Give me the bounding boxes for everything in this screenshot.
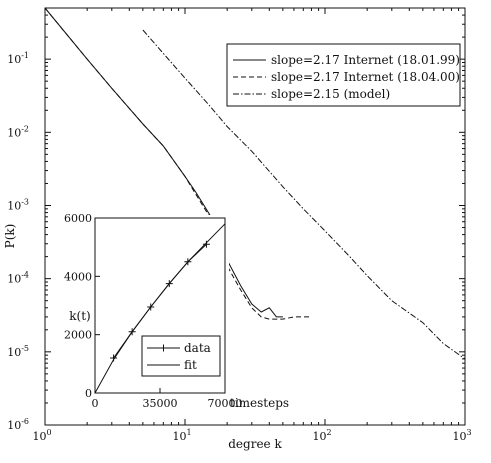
main-x-tick-exponent-2: 2 <box>326 428 331 437</box>
inset-x-tick-label-2: 70000 <box>208 397 243 410</box>
main-y-axis-label: P(k) <box>3 224 17 249</box>
inset-x-axis-label: timesteps <box>230 396 289 410</box>
main-x-tick-label-1: 101 <box>172 428 191 443</box>
inset-series-line-1 <box>94 223 226 394</box>
main-x-axis-label: degree k <box>228 437 282 451</box>
main-x-tick-exponent-0: 0 <box>46 428 51 437</box>
main-y-tick-exponent-5: -1 <box>21 51 29 60</box>
main-x-tick-label-0: 100 <box>32 428 51 443</box>
inset-y-tick-label-1: 2000 <box>64 329 92 342</box>
inset-legend-box <box>141 335 221 377</box>
main-y-tick-label-2: 10-4 <box>7 271 29 286</box>
legend-label-internet-1999: slope=2.17 Internet (18.01.99) <box>271 53 460 67</box>
main-y-tick-exponent-0: -6 <box>21 417 29 426</box>
legend: slope=2.17 Internet (18.01.99) slope=2.1… <box>226 43 461 107</box>
main-y-tick-label-1: 10-5 <box>7 344 29 359</box>
legend-label-model: slope=2.15 (model) <box>271 87 390 101</box>
inset-legend-marker-data <box>160 344 167 352</box>
main-y-tick-label-4: 10-2 <box>7 124 29 139</box>
inset-x-tick-label-1: 35000 <box>143 397 178 410</box>
inset-series-group <box>94 223 226 394</box>
main-y-tick-label-0: 10-6 <box>7 417 29 432</box>
main-y-tick-exponent-1: -5 <box>21 344 29 353</box>
inset-y-axis-label: k(t) <box>69 309 90 323</box>
inset-legend-label-fit: fit <box>184 358 197 372</box>
main-x-tick-label-3: 103 <box>452 428 471 443</box>
main-x-tick-label-2: 102 <box>312 428 331 443</box>
inset-y-tick-label-2: 4000 <box>64 270 92 283</box>
inset-y-tick-label-0: 0 <box>85 387 92 400</box>
main-y-tick-exponent-4: -2 <box>21 124 29 133</box>
inset-ticks-group: 0 35000 70000 0 2000 4000 6000 <box>64 212 243 410</box>
inset-data-point <box>202 240 210 248</box>
legend-box <box>226 43 461 107</box>
legend-label-internet-2000: slope=2.17 Internet (18.04.00) <box>271 70 460 84</box>
main-y-tick-exponent-3: -3 <box>21 197 29 206</box>
inset-legend: data fit <box>141 335 221 377</box>
main-x-tick-exponent-1: 1 <box>186 428 191 437</box>
main-y-tick-label-3: 10-3 <box>7 197 29 212</box>
main-y-tick-exponent-2: -4 <box>21 271 29 280</box>
main-y-tick-label-5: 10-1 <box>7 51 29 66</box>
inset-y-tick-label-3: 6000 <box>64 212 92 225</box>
main-x-tick-exponent-3: 3 <box>466 428 471 437</box>
inset-x-tick-label-0: 0 <box>92 397 99 410</box>
main-series-line-2 <box>142 29 466 360</box>
inset-legend-label-data: data <box>184 341 211 355</box>
